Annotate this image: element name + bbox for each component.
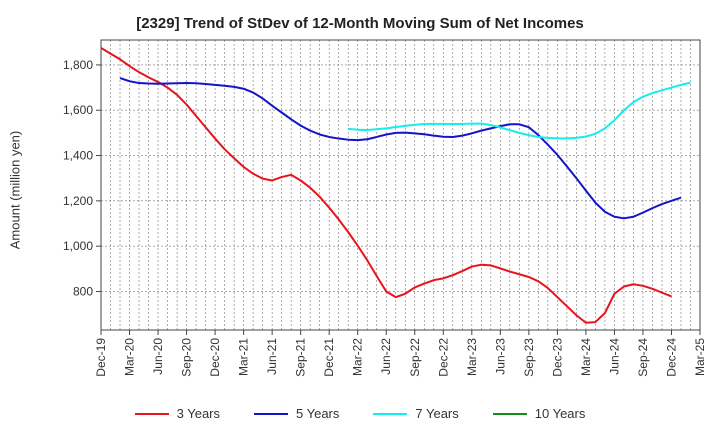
x-axis-ticks: Dec-19 Mar-20 Jun-20 Sep-20 Dec-20 Mar-21 Jun-… — [94, 330, 707, 377]
legend-item: 7 Years — [373, 406, 459, 421]
series-line-7-years — [348, 81, 691, 140]
grid — [100, 40, 701, 330]
x-tick-label: Sep-20 — [180, 338, 194, 377]
legend-swatch — [134, 412, 169, 415]
y-tick-label: 1,000 — [63, 239, 93, 253]
series-line-3-years — [100, 47, 672, 324]
x-tick-label: Sep-22 — [408, 338, 422, 377]
legend-item: 3 Years — [134, 406, 220, 421]
y-axis-label: Amount (million yen) — [7, 130, 23, 250]
x-tick-label: Mar-23 — [465, 338, 479, 376]
x-tick-label: Dec-21 — [322, 338, 336, 377]
series-lines — [100, 47, 691, 324]
x-tick-label: Jun-20 — [151, 338, 165, 375]
x-tick-label: Sep-21 — [294, 338, 308, 377]
legend-swatch — [492, 412, 527, 415]
legend-label: 10 Years — [534, 406, 586, 421]
x-tick-label: Jun-24 — [607, 338, 621, 375]
legend-label: 3 Years — [176, 406, 220, 421]
x-tick-label: Mar-25 — [693, 338, 707, 376]
x-tick-label: Jun-21 — [265, 338, 279, 375]
y-tick-label: 800 — [73, 284, 93, 298]
x-tick-label: Sep-23 — [522, 338, 536, 377]
legend-swatch — [254, 412, 288, 415]
line-chart: 800 1,000 1,200 1,400 1,600 1,800 Dec-19 Mar-2… — [63, 39, 707, 377]
legend-label: 5 Years — [296, 406, 340, 421]
legend-item: 5 Years — [254, 406, 339, 421]
x-tick-label: Dec-19 — [94, 338, 108, 377]
axes — [100, 39, 701, 331]
x-tick-label: Sep-24 — [636, 338, 650, 377]
legend: 3 Years 5 Years 7 Years 10 Years — [0, 406, 720, 421]
x-tick-label: Dec-20 — [208, 338, 222, 377]
y-tick-label: 1,400 — [63, 149, 93, 163]
x-tick-label: Mar-20 — [123, 338, 137, 376]
plot-frame — [100, 39, 701, 331]
series-line-5-years — [119, 77, 682, 220]
x-tick-label: Mar-24 — [579, 338, 593, 376]
y-tick-label: 1,800 — [63, 58, 93, 72]
legend-swatch — [373, 412, 408, 415]
x-tick-label: Mar-22 — [351, 338, 365, 376]
x-tick-label: Jun-22 — [379, 338, 393, 375]
y-axis-ticks: 800 1,000 1,200 1,400 1,600 1,800 — [63, 58, 101, 298]
x-tick-label: Jun-23 — [493, 338, 507, 375]
chart-title: [2329] Trend of StDev of 12-Month Moving… — [136, 15, 584, 32]
x-tick-label: Mar-21 — [237, 338, 251, 376]
legend-item: 10 Years — [492, 406, 586, 421]
x-tick-label: Dec-23 — [550, 338, 564, 377]
y-tick-label: 1,600 — [63, 103, 93, 117]
x-tick-label: Dec-22 — [436, 338, 450, 377]
legend-label: 7 Years — [415, 406, 459, 421]
y-tick-label: 1,200 — [63, 194, 93, 208]
x-tick-label: Dec-24 — [664, 338, 678, 377]
